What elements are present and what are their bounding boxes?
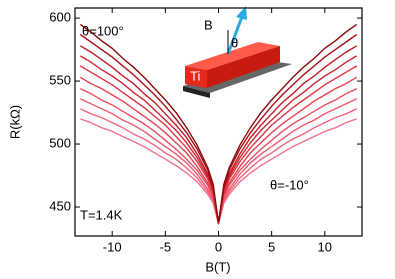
substrate-side [183, 86, 210, 98]
x-axis-title: B(T) [205, 259, 230, 274]
curve [80, 108, 357, 224]
y-tick-label: 500 [49, 135, 71, 150]
x-tick-label: 5 [268, 239, 275, 254]
x-tick-label: -5 [160, 239, 172, 254]
y-tick-label: 450 [49, 198, 71, 213]
bar-front [185, 66, 207, 88]
y-tick-label: 600 [49, 10, 71, 25]
annotation: T=1.4K [80, 207, 123, 222]
inset-label: B [204, 17, 213, 32]
curve [79, 76, 358, 224]
curves [79, 23, 358, 227]
bar-side [207, 46, 280, 88]
inset-label: θ [231, 35, 238, 50]
annotation: θ=-10° [270, 177, 309, 192]
arrow-head [236, 6, 247, 20]
curve [80, 98, 357, 224]
bar-top [185, 42, 280, 70]
x-tick-label: -10 [103, 239, 122, 254]
arrow-shaft [226, 13, 245, 55]
annotation: θ=100° [82, 23, 124, 38]
inset-label: Ti [190, 68, 200, 83]
y-tick-label: 550 [49, 72, 71, 87]
curve [79, 23, 358, 224]
x-tick-label: 0 [215, 239, 222, 254]
inset: B θ Ti [183, 6, 292, 98]
x-tick-label: 10 [318, 239, 332, 254]
y-axis-title: R(kΩ) [7, 105, 22, 139]
plot-frame [74, 7, 363, 237]
curve [79, 87, 358, 224]
